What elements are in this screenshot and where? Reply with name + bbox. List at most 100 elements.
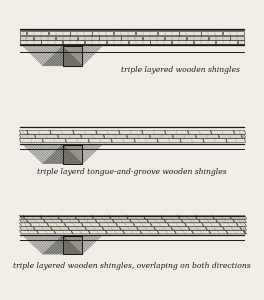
Bar <box>209 36 230 40</box>
Polygon shape <box>95 219 114 223</box>
Bar <box>238 40 244 44</box>
Bar <box>63 46 82 66</box>
Bar <box>136 31 157 35</box>
Polygon shape <box>240 226 247 230</box>
Polygon shape <box>192 230 210 234</box>
Bar <box>56 36 77 40</box>
Polygon shape <box>64 223 83 226</box>
Bar <box>172 40 193 44</box>
Polygon shape <box>30 223 49 226</box>
Polygon shape <box>226 139 246 142</box>
Polygon shape <box>40 215 59 219</box>
Bar <box>20 36 33 40</box>
Bar <box>100 36 121 40</box>
Polygon shape <box>237 223 247 226</box>
Polygon shape <box>20 223 31 226</box>
Polygon shape <box>234 130 246 134</box>
Polygon shape <box>50 226 69 230</box>
Bar <box>230 36 244 40</box>
Polygon shape <box>147 219 166 223</box>
Polygon shape <box>242 134 246 138</box>
Polygon shape <box>230 215 247 219</box>
Bar <box>63 145 82 164</box>
Bar <box>165 36 186 40</box>
Bar <box>180 31 201 35</box>
Polygon shape <box>126 215 145 219</box>
Polygon shape <box>33 226 52 230</box>
Polygon shape <box>88 139 112 142</box>
Polygon shape <box>20 130 28 134</box>
Polygon shape <box>188 226 207 230</box>
Bar <box>20 31 26 35</box>
Polygon shape <box>226 230 245 234</box>
Polygon shape <box>175 230 193 234</box>
Bar <box>63 40 84 44</box>
Polygon shape <box>185 223 204 226</box>
Text: triple layered wooden shingles, overlaping on both directions: triple layered wooden shingles, overlapi… <box>13 262 251 270</box>
Polygon shape <box>57 215 76 219</box>
Polygon shape <box>44 219 62 223</box>
Polygon shape <box>195 215 214 219</box>
Polygon shape <box>27 130 51 134</box>
Polygon shape <box>209 230 228 234</box>
Polygon shape <box>43 139 66 142</box>
Polygon shape <box>116 223 135 226</box>
Polygon shape <box>161 215 180 219</box>
Bar <box>129 40 150 44</box>
Bar <box>216 40 237 44</box>
Bar <box>49 31 70 35</box>
Polygon shape <box>154 226 173 230</box>
Bar <box>63 46 82 66</box>
Bar <box>63 236 82 254</box>
Polygon shape <box>211 130 234 134</box>
Polygon shape <box>205 226 224 230</box>
Polygon shape <box>165 130 188 134</box>
Polygon shape <box>133 223 152 226</box>
Polygon shape <box>47 223 66 226</box>
Bar <box>78 36 99 40</box>
Polygon shape <box>173 134 196 138</box>
Text: triple layered wooden shingles: triple layered wooden shingles <box>121 66 240 74</box>
Bar <box>187 36 208 40</box>
Polygon shape <box>20 219 28 223</box>
Bar <box>63 236 82 254</box>
Polygon shape <box>37 230 55 234</box>
Polygon shape <box>75 215 93 219</box>
Polygon shape <box>140 230 159 234</box>
Polygon shape <box>181 219 200 223</box>
Polygon shape <box>112 219 131 223</box>
Polygon shape <box>109 215 128 219</box>
Polygon shape <box>196 134 219 138</box>
Polygon shape <box>134 139 158 142</box>
Polygon shape <box>136 226 155 230</box>
Polygon shape <box>168 223 186 226</box>
Bar <box>27 31 48 35</box>
Polygon shape <box>142 130 166 134</box>
Polygon shape <box>23 215 42 219</box>
Polygon shape <box>20 139 43 142</box>
Polygon shape <box>88 230 107 234</box>
Polygon shape <box>243 230 247 234</box>
Bar <box>20 40 41 44</box>
Polygon shape <box>20 134 35 138</box>
Polygon shape <box>223 226 242 230</box>
Polygon shape <box>111 139 135 142</box>
Polygon shape <box>65 139 89 142</box>
Polygon shape <box>130 219 149 223</box>
Polygon shape <box>81 134 104 138</box>
Polygon shape <box>188 130 211 134</box>
Polygon shape <box>212 215 231 219</box>
Polygon shape <box>157 230 176 234</box>
Bar <box>143 36 164 40</box>
Polygon shape <box>199 219 218 223</box>
Polygon shape <box>180 139 204 142</box>
Polygon shape <box>233 219 247 223</box>
Polygon shape <box>96 130 120 134</box>
Polygon shape <box>73 130 97 134</box>
Polygon shape <box>119 130 143 134</box>
Bar <box>121 36 142 40</box>
Polygon shape <box>202 223 221 226</box>
Polygon shape <box>143 215 162 219</box>
Polygon shape <box>171 226 190 230</box>
Polygon shape <box>157 139 181 142</box>
